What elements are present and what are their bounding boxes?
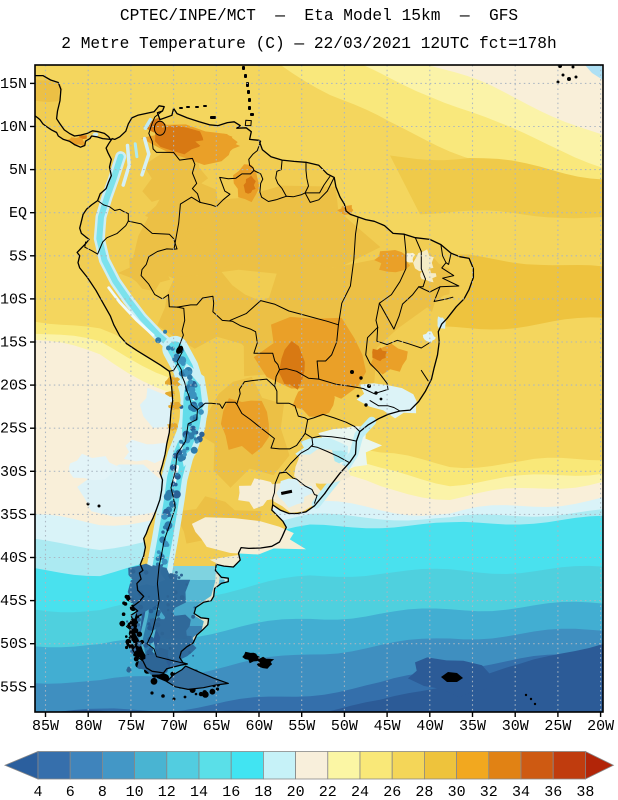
svg-text:35S: 35S	[0, 507, 27, 524]
svg-text:CPTEC/INPE/MCT — Eta Model 1: CPTEC/INPE/MCT — Eta Model 15km — GFS	[120, 7, 518, 25]
svg-text:10S: 10S	[0, 291, 27, 308]
svg-text:60W: 60W	[245, 718, 272, 735]
svg-text:34: 34	[512, 784, 530, 800]
svg-text:36: 36	[544, 784, 562, 800]
svg-text:10: 10	[126, 784, 144, 800]
svg-text:15S: 15S	[0, 335, 27, 352]
svg-text:20S: 20S	[0, 378, 27, 395]
svg-text:20W: 20W	[587, 718, 614, 735]
svg-text:40S: 40S	[0, 550, 27, 567]
svg-text:35W: 35W	[459, 718, 486, 735]
svg-text:15N: 15N	[0, 76, 27, 93]
svg-text:25W: 25W	[544, 718, 571, 735]
svg-text:32: 32	[480, 784, 498, 800]
svg-text:55S: 55S	[0, 679, 27, 696]
svg-text:65W: 65W	[203, 718, 230, 735]
svg-text:28: 28	[415, 784, 433, 800]
svg-text:5S: 5S	[9, 248, 27, 265]
svg-text:30W: 30W	[502, 718, 529, 735]
svg-text:55W: 55W	[288, 718, 315, 735]
svg-text:50S: 50S	[0, 636, 27, 653]
svg-text:38: 38	[576, 784, 594, 800]
svg-text:30S: 30S	[0, 464, 27, 481]
svg-text:20: 20	[287, 784, 305, 800]
svg-text:30: 30	[448, 784, 466, 800]
svg-text:75W: 75W	[117, 718, 144, 735]
svg-text:45W: 45W	[374, 718, 401, 735]
svg-text:45S: 45S	[0, 593, 27, 610]
svg-text:18: 18	[254, 784, 272, 800]
svg-text:6: 6	[66, 784, 75, 800]
svg-text:22: 22	[319, 784, 337, 800]
svg-text:16: 16	[222, 784, 240, 800]
svg-text:8: 8	[98, 784, 107, 800]
svg-text:25S: 25S	[0, 421, 27, 438]
svg-text:80W: 80W	[75, 718, 102, 735]
svg-text:40W: 40W	[416, 718, 443, 735]
svg-text:4: 4	[33, 784, 42, 800]
svg-text:EQ: EQ	[9, 205, 27, 222]
svg-text:2 Metre Temperature (C) — 22/0: 2 Metre Temperature (C) — 22/03/2021 12U…	[61, 35, 556, 53]
svg-text:50W: 50W	[331, 718, 358, 735]
svg-text:85W: 85W	[32, 718, 59, 735]
svg-text:14: 14	[190, 784, 208, 800]
svg-text:70W: 70W	[160, 718, 187, 735]
svg-text:10N: 10N	[0, 119, 27, 136]
svg-text:5N: 5N	[9, 162, 27, 179]
svg-text:26: 26	[383, 784, 401, 800]
svg-text:24: 24	[351, 784, 369, 800]
svg-text:12: 12	[158, 784, 176, 800]
